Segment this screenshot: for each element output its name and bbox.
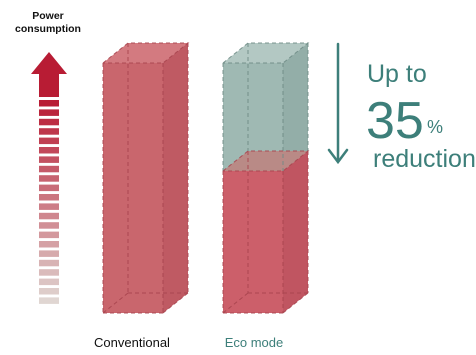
axis-stripe <box>39 109 59 116</box>
conventional-bar-top <box>103 43 188 63</box>
axis-stripe <box>39 297 59 304</box>
axis-stripe <box>39 194 59 201</box>
axis-stripe <box>39 128 59 135</box>
callout-suffix: reduction <box>373 145 476 173</box>
axis-stripe <box>39 222 59 229</box>
axis-stripe <box>39 137 59 145</box>
axis-stripe <box>39 278 59 286</box>
axis-arrow-stripes <box>39 100 59 304</box>
axis-stripe <box>39 156 59 163</box>
axis-stripe <box>39 203 59 210</box>
axis-title-consumption: consumption <box>15 23 81 35</box>
axis-stripe <box>39 212 59 220</box>
axis-stripe <box>39 259 59 267</box>
eco-saved-side <box>283 43 308 171</box>
axis-stripe <box>39 184 59 192</box>
axis-stripe <box>39 241 59 248</box>
axis-stripe <box>39 250 59 257</box>
eco-remaining-front <box>223 171 283 313</box>
callout-prefix: Up to <box>367 60 427 88</box>
axis-stripe <box>39 288 59 295</box>
axis-stripe <box>39 147 59 154</box>
axis-stripe <box>39 175 59 182</box>
bar-label-conventional: Conventional <box>94 335 170 350</box>
axis-stripe <box>39 100 59 107</box>
axis-title-power: Power <box>32 10 64 22</box>
reduction-arrow-icon <box>327 42 349 165</box>
eco-saved-top <box>223 43 308 63</box>
axis-stripe <box>39 118 59 126</box>
eco-remaining-top <box>223 151 308 171</box>
eco-mode-bar <box>222 42 310 314</box>
axis-stripe <box>39 231 59 239</box>
callout-unit: % <box>427 117 443 137</box>
bar-label-eco-mode: Eco mode <box>225 335 284 350</box>
axis-arrow-shaft <box>39 73 59 97</box>
axis-stripe <box>39 165 59 173</box>
callout-value: 35 <box>366 92 424 150</box>
conventional-bar-front <box>103 63 163 313</box>
conventional-bar <box>102 42 190 314</box>
eco-remaining-side <box>283 151 308 313</box>
axis-stripe <box>39 269 59 276</box>
axis-arrow-head <box>31 52 67 74</box>
power-axis-arrow-icon <box>31 52 67 304</box>
